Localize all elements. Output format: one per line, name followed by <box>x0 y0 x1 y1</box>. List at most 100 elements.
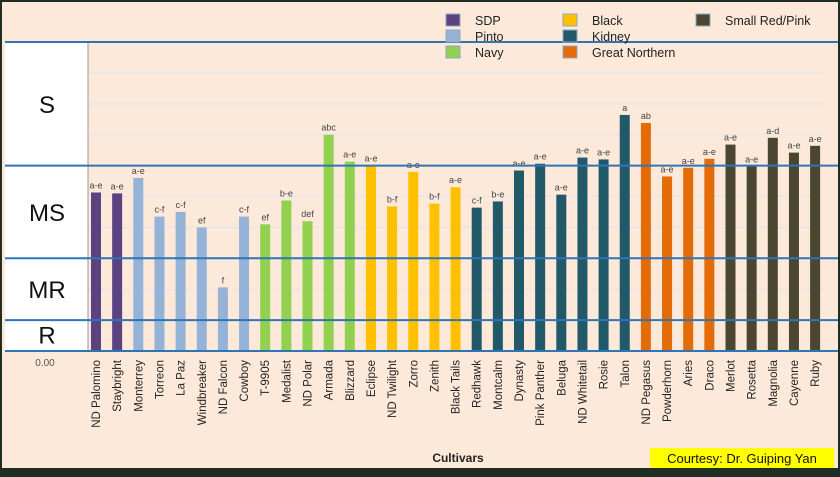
bar <box>408 171 419 351</box>
significance-label: c-f <box>239 205 249 215</box>
resistance-class-panel <box>5 42 88 352</box>
significance-label: a-e <box>364 154 377 164</box>
significance-label: a-e <box>787 141 800 151</box>
legend-swatch <box>562 45 578 59</box>
x-tick-label: Aries <box>683 360 695 386</box>
significance-label: f <box>222 275 225 285</box>
x-tick-label: ND Falcon <box>218 360 230 414</box>
significance-label: c-f <box>154 205 164 215</box>
x-tick-label: Merlot <box>726 359 738 392</box>
legend-label: Kidney <box>592 30 631 44</box>
significance-label: a-e <box>555 183 568 193</box>
legend-swatch <box>445 13 461 27</box>
bar <box>260 224 271 351</box>
bar <box>492 201 503 351</box>
legend-label: Navy <box>475 46 504 60</box>
legend-swatch <box>562 29 578 43</box>
courtesy-text: Courtesy: Dr. Guiping Yan <box>667 451 817 466</box>
bar <box>450 187 461 351</box>
legend-swatch <box>695 13 711 27</box>
x-tick-label: Monterrey <box>133 360 145 412</box>
x-tick-label: Talon <box>620 360 632 388</box>
x-tick-label: Rosie <box>599 360 611 389</box>
x-tick-label: Eclipse <box>366 360 378 397</box>
bar <box>767 137 778 351</box>
bar <box>429 203 440 351</box>
bar <box>662 176 673 351</box>
significance-label: a-e <box>724 133 737 143</box>
x-tick-label: Blizzard <box>345 360 357 401</box>
significance-label: a-e <box>512 159 525 169</box>
bar <box>344 161 355 351</box>
significance-label: a-e <box>745 155 758 165</box>
resistance-class-label: S <box>39 92 55 119</box>
x-tick-label: Redhawk <box>472 360 484 408</box>
significance-label: ef <box>198 215 206 225</box>
significance-label: c-f <box>176 200 186 210</box>
bar <box>239 216 250 351</box>
x-tick-label: ND Palomino <box>91 360 103 428</box>
bar <box>598 159 609 351</box>
x-tick-label: ND Pegasus <box>641 360 653 425</box>
x-tick-label: ND Polar <box>303 360 315 407</box>
bar <box>323 134 334 351</box>
x-tick-label: ND Whitetail <box>577 360 589 424</box>
courtesy-box <box>650 448 834 468</box>
significance-label: a-e <box>343 150 356 160</box>
x-tick-label: Torreon <box>154 360 166 399</box>
legend-swatch <box>445 45 461 59</box>
x-tick-label: Powderhorn <box>662 360 674 422</box>
bar <box>281 200 292 351</box>
x-tick-label: Beluga <box>556 359 568 395</box>
legend-label: Pinto <box>475 30 504 44</box>
significance-label: ab <box>641 111 651 121</box>
significance-label: a-e <box>534 152 547 162</box>
legend-label: SDP <box>475 14 501 28</box>
x-tick-label: Ruby <box>810 360 822 387</box>
y-tick-label: 0.00 <box>35 358 55 369</box>
bar <box>577 157 588 351</box>
resistance-class-label: R <box>38 323 55 350</box>
legend-swatch <box>562 13 578 27</box>
bar <box>640 122 651 351</box>
x-tick-label: Windbreaker <box>197 360 209 425</box>
bar <box>556 194 567 351</box>
bar <box>619 114 630 351</box>
bar <box>704 158 715 351</box>
significance-label: a-d <box>766 126 779 136</box>
bar <box>91 192 101 351</box>
resistance-class-label: MR <box>28 277 65 304</box>
significance-label: a-e <box>111 181 124 191</box>
significance-label: ef <box>261 212 269 222</box>
significance-label: abc <box>321 123 336 133</box>
significance-label: a <box>622 103 627 113</box>
bar <box>387 206 398 351</box>
significance-label: b-f <box>429 192 440 202</box>
resistance-class-label: MS <box>29 200 65 227</box>
legend-label: Small Red/Pink <box>725 14 811 28</box>
x-tick-label: Rosetta <box>747 359 759 399</box>
significance-label: a-e <box>682 156 695 166</box>
x-tick-label: Black Tails <box>451 360 463 414</box>
bar <box>133 177 144 351</box>
bar <box>471 207 482 351</box>
x-tick-label: Staybright <box>112 359 124 412</box>
x-axis-label: Cultivars <box>432 451 484 465</box>
x-tick-label: Cayenne <box>789 360 801 406</box>
significance-label: a-e <box>89 180 102 190</box>
significance-label: a-e <box>809 134 822 144</box>
significance-label: a-e <box>597 147 610 157</box>
bar <box>810 145 821 351</box>
x-tick-label: Pink Panther <box>535 360 547 426</box>
significance-label: a-e <box>703 147 716 157</box>
legend-swatch <box>445 29 461 43</box>
significance-label: b-e <box>491 189 504 199</box>
significance-label: c-f <box>472 196 482 206</box>
x-tick-label: Armada <box>324 359 336 400</box>
significance-label: b-f <box>387 194 398 204</box>
bar <box>683 167 694 351</box>
bar <box>788 152 799 351</box>
legend-label: Great Northern <box>592 46 675 60</box>
